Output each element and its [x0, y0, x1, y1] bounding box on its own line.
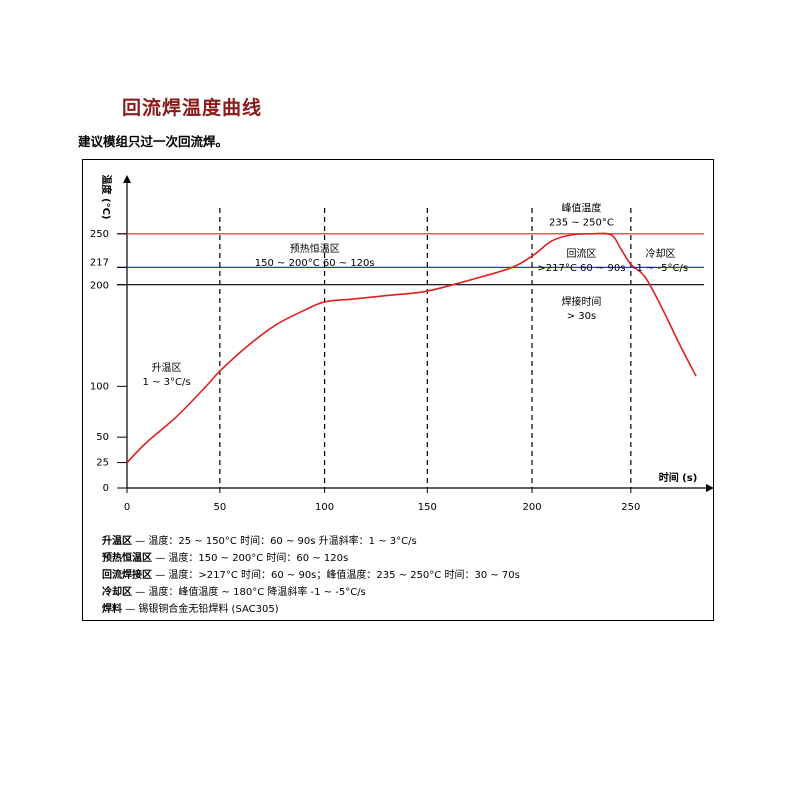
x-tick-label: 250: [621, 502, 640, 513]
y-tick-label: 25: [96, 458, 109, 469]
legend-term: 预热恒温区: [102, 553, 152, 564]
y-tick-label: 50: [96, 432, 109, 443]
y-axis-label: 温度 (°C): [100, 175, 113, 220]
page-title: 回流焊温度曲线: [122, 97, 263, 119]
y-tick-label: 100: [90, 381, 109, 392]
legend-text: — 温度：>217°C 时间：60 ~ 90s；峰值温度：235 ~ 250°C…: [155, 570, 520, 581]
y-axis-arrow: [123, 175, 131, 183]
legend-line: 回流焊接区 — 温度：>217°C 时间：60 ~ 90s；峰值温度：235 ~…: [102, 567, 520, 584]
legend-block: 升温区 — 温度：25 ~ 150°C 时间：60 ~ 90s 升温斜率：1 ~…: [102, 533, 520, 618]
annotation-peak: 峰值温度: [561, 201, 601, 214]
legend-term: 升温区: [102, 536, 132, 547]
annotation-reflow: >217°C 60 ~ 90s: [537, 263, 625, 274]
y-tick-label: 200: [90, 281, 109, 292]
legend-text: — 锡银铜合金无铅焊料 (SAC305): [125, 604, 279, 615]
annotation-preheat: 预热恒温区: [290, 242, 340, 255]
x-tick-label: 200: [523, 502, 542, 513]
legend-line: 升温区 — 温度：25 ~ 150°C 时间：60 ~ 90s 升温斜率：1 ~…: [102, 533, 520, 550]
legend-text: — 温度：150 ~ 200°C 时间：60 ~ 120s: [155, 553, 349, 564]
y-tick-label: 0: [103, 483, 109, 494]
annotation-solder: 焊接时间: [561, 295, 601, 308]
figure-frame: [82, 159, 714, 621]
legend-line: 冷却区 — 温度：峰值温度 ~ 180°C 降温斜率 -1 ~ -5°C/s: [102, 584, 520, 601]
x-axis-arrow: [706, 484, 714, 492]
x-axis-label: 时间 (s): [659, 471, 698, 484]
page-subtitle: 建议模组只过一次回流焊。: [78, 134, 229, 149]
x-tick-label: 50: [213, 502, 226, 513]
annotation-cooling: -1 ~ -5°C/s: [633, 263, 688, 274]
legend-term: 冷却区: [102, 587, 132, 598]
annotation-solder: > 30s: [567, 311, 597, 322]
y-tick-label: 217: [90, 257, 109, 268]
annotation-preheat: 150 ~ 200°C 60 ~ 120s: [255, 258, 375, 269]
legend-term: 回流焊接区: [102, 570, 152, 581]
annotation-cooling: 冷却区: [645, 247, 675, 260]
x-tick-label: 0: [124, 502, 130, 513]
legend-text: — 温度：25 ~ 150°C 时间：60 ~ 90s 升温斜率：1 ~ 3°C…: [135, 536, 417, 547]
temperature-curve: [126, 232, 697, 464]
annotation-reflow: 回流区: [566, 247, 596, 260]
y-tick-label: 250: [90, 229, 109, 240]
annotation-ramp: 升温区: [152, 362, 182, 374]
legend-term: 焊料: [102, 604, 122, 615]
x-tick-label: 100: [315, 502, 334, 513]
annotation-ramp: 1 ~ 3°C/s: [143, 377, 191, 388]
legend-text: — 温度：峰值温度 ~ 180°C 降温斜率 -1 ~ -5°C/s: [135, 587, 366, 598]
x-tick-label: 150: [418, 502, 437, 513]
annotation-peak: 235 ~ 250°C: [549, 217, 614, 228]
legend-line: 预热恒温区 — 温度：150 ~ 200°C 时间：60 ~ 120s: [102, 550, 520, 567]
legend-line: 焊料 — 锡银铜合金无铅焊料 (SAC305): [102, 601, 520, 618]
